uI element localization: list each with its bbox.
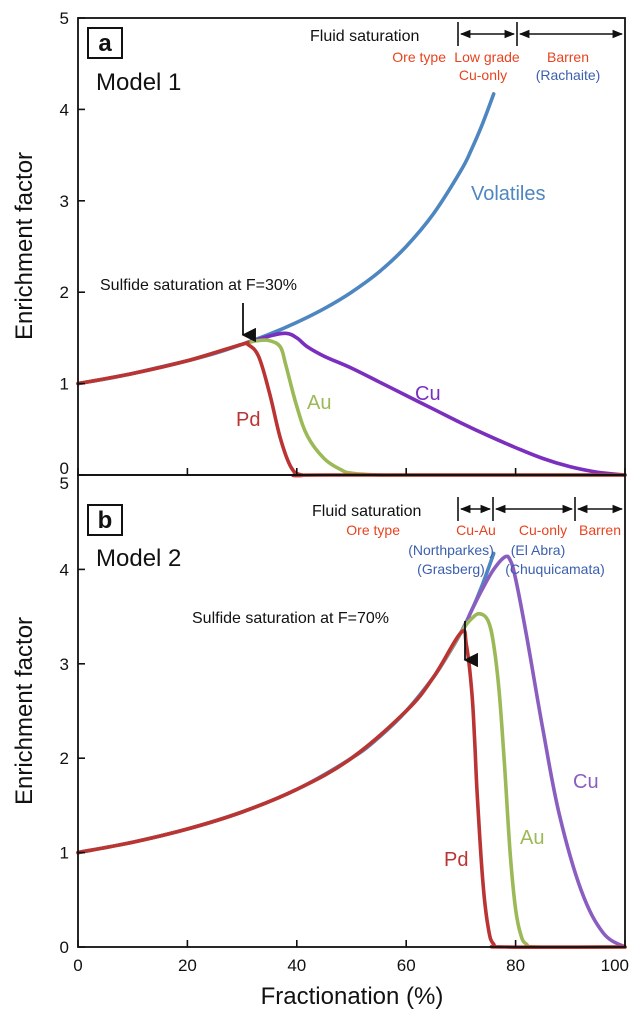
panel-b: 0 1 2 3 4 5 0 20 40 60 80 100 b Model 2 Fluid satur… <box>60 474 629 975</box>
panel-a-sulfide-annotation: Sulfide saturation at F=30% <box>100 277 297 294</box>
panel-a-model-title: Model 1 <box>96 69 181 96</box>
panel-a-ticks: 0 1 2 3 4 5 <box>60 9 626 478</box>
panel-a-label-cu: Cu <box>415 383 441 405</box>
panel-b-ticks: 0 1 2 3 4 5 0 20 40 60 80 100 <box>60 474 629 975</box>
panel-b-loc2-line2: (Chuquicamata) <box>505 561 605 577</box>
panel-b-sulfide-annotation: Sulfide saturation at F=70% <box>192 610 389 627</box>
panel-a-zone1-line1: Low grade <box>454 49 520 65</box>
panel-a-ytick-label: 0 <box>60 459 69 478</box>
panel-b-ytick-label: 4 <box>60 560 69 579</box>
panel-b-label-au: Au <box>520 827 544 849</box>
panel-a-letter: a <box>98 30 112 57</box>
panel-a-zone2-line1: Barren <box>547 49 589 65</box>
panel-b-zone3-label: Barren <box>579 522 621 538</box>
panel-b-letter-box <box>87 504 123 536</box>
panel-b-ore-type-label: Ore type <box>346 522 400 538</box>
panel-b-ytick-label: 3 <box>60 655 69 674</box>
panel-a-label-pd: Pd <box>236 409 260 431</box>
panel-b-xtick-label: 20 <box>178 956 197 975</box>
panel-a-zone1-line2: Cu-only <box>459 67 507 83</box>
x-axis-title: Fractionation (%) <box>261 983 444 1010</box>
panel-a-ytick-label: 3 <box>60 192 69 211</box>
panel-b-ytick-label: 1 <box>60 844 69 863</box>
panel-b-xtick-label: 40 <box>287 956 306 975</box>
panel-b-xtick-label: 0 <box>73 956 82 975</box>
panel-b-label-cu: Cu <box>573 771 599 793</box>
panel-b-ytick-label: 2 <box>60 749 69 768</box>
panel-b-series-pd <box>76 628 627 950</box>
panel-b-series-volatiles <box>76 551 496 855</box>
panel-b-ytick-label: 5 <box>60 474 69 493</box>
panel-a-label-volatiles: Volatiles <box>471 183 546 205</box>
panel-a-ore-type-label: Ore type <box>392 49 446 65</box>
panel-a: 0 1 2 3 4 5 a Model 1 Fluid saturation Ore ty… <box>60 9 627 478</box>
panel-a-series-volatiles <box>76 92 496 386</box>
panel-a-ytick-label: 4 <box>60 100 69 119</box>
panel-b-loc1-line1: (Northparkes) <box>408 542 494 558</box>
panel-a-series-pd <box>76 340 627 478</box>
panel-a-ytick-label: 5 <box>60 9 69 28</box>
panel-b-xtick-label: 80 <box>506 956 525 975</box>
panel-a-series-cu <box>76 331 627 477</box>
panel-b-loc1-line2: (Grasberg) <box>417 561 485 577</box>
panel-b-zone2-label: Cu-only <box>519 522 567 538</box>
panel-a-zone2-line2: (Rachaite) <box>536 67 601 83</box>
panel-a-fluid-saturation-label: Fluid saturation <box>310 28 419 45</box>
y-axis-title-a: Enrichment factor <box>11 152 38 340</box>
panel-b-loc2-line1: (El Abra) <box>511 542 565 558</box>
panel-b-label-pd: Pd <box>444 849 468 871</box>
panel-a-ytick-label: 2 <box>60 283 69 302</box>
y-axis-title-b: Enrichment factor <box>11 617 38 805</box>
panel-b-fluid-saturation-label: Fluid saturation <box>312 503 421 520</box>
panel-a-ytick-label: 1 <box>60 375 69 394</box>
panel-a-label-au: Au <box>307 392 331 414</box>
panel-b-letter: b <box>98 507 113 534</box>
panel-a-series-au <box>76 338 627 477</box>
panel-b-frame <box>77 474 626 948</box>
panel-b-ytick-label: 0 <box>60 938 69 957</box>
panel-b-series-au <box>76 611 627 950</box>
panel-b-xtick-label: 100 <box>601 956 629 975</box>
panel-b-xtick-label: 60 <box>397 956 416 975</box>
panel-b-zone1-label: Cu-Au <box>456 522 496 538</box>
panel-a-letter-box <box>87 27 123 59</box>
panel-b-model-title: Model 2 <box>96 545 181 572</box>
